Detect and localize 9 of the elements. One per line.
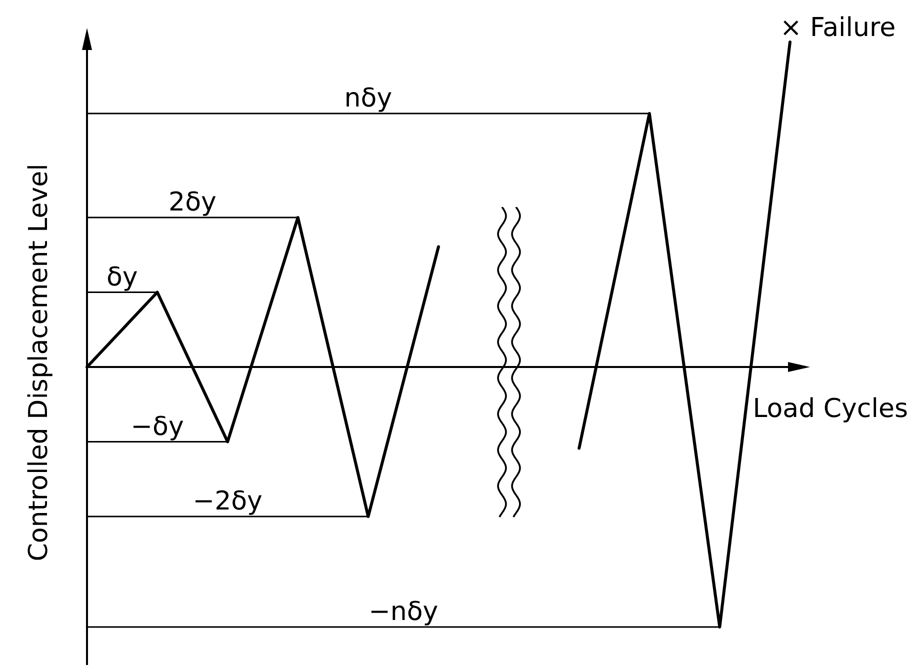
x-axis-title: Load Cycles	[752, 394, 908, 424]
ref-line-label: δy	[106, 262, 138, 292]
ref-line-label: −2δy	[192, 486, 262, 516]
ref-line-label: −nδy	[368, 597, 438, 627]
ref-line-label: nδy	[344, 84, 392, 114]
annotation: × Failure	[780, 13, 896, 43]
y-axis-title: Controlled Displacement Level	[24, 164, 54, 562]
ref-line-label: −δy	[130, 412, 184, 442]
ref-line-label: 2δy	[168, 188, 216, 218]
